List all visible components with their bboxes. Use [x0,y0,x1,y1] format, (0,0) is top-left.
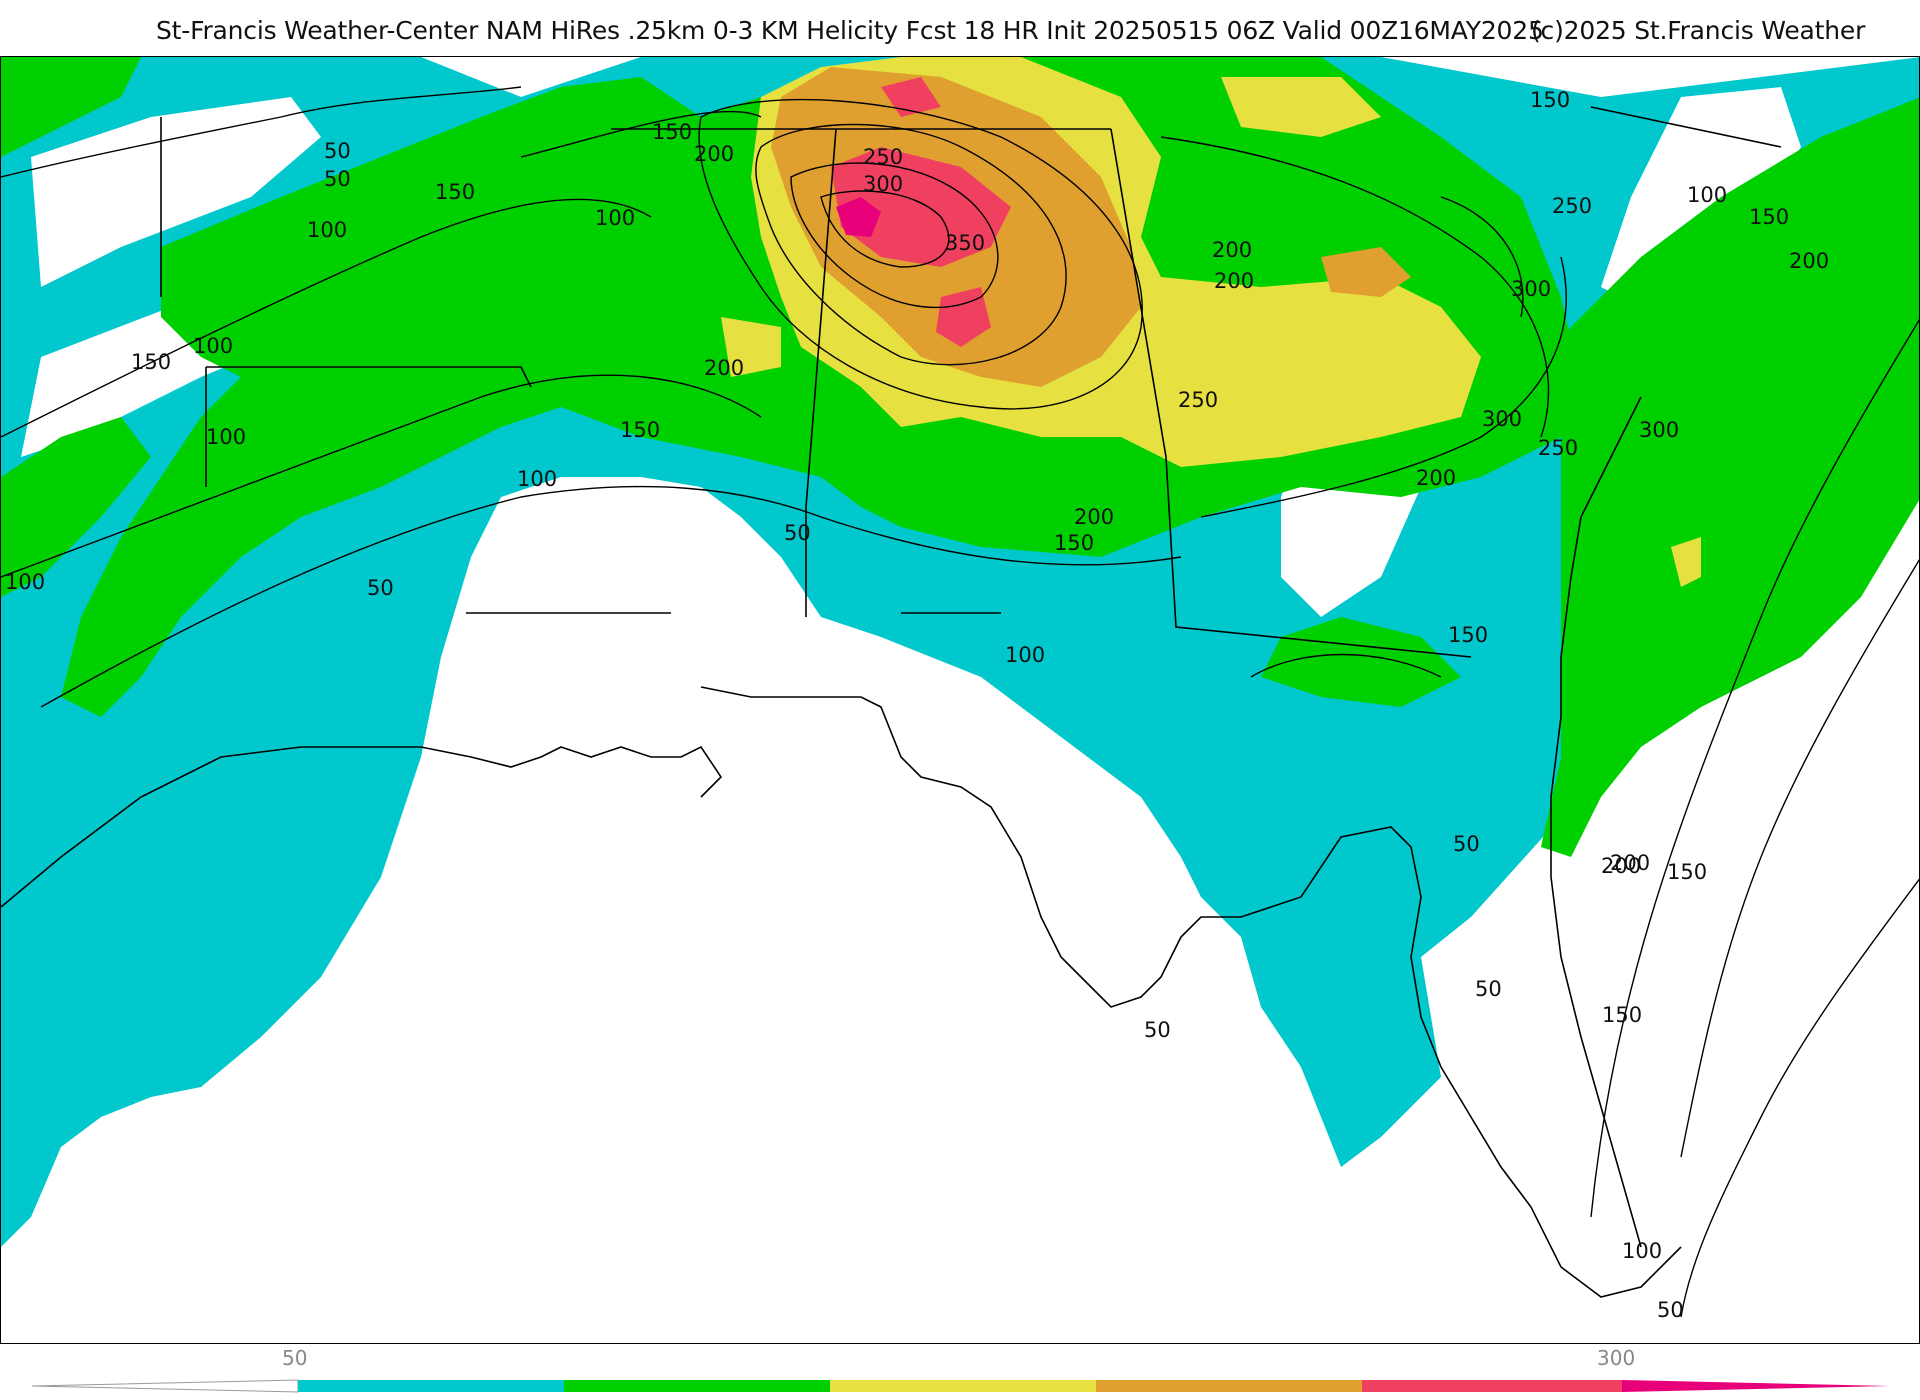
helicity-100-fill [1,57,1919,857]
helicity-300-fill [831,77,1011,347]
contour-label: 300 [1482,407,1522,431]
contour-label: 100 [595,206,635,230]
contour-label: 50 [367,576,394,600]
contour-label: 250 [1552,194,1592,218]
contour-label: 150 [131,350,171,374]
contour-label: 200 [1074,505,1114,529]
colorbar-label-low: 50 [282,1346,308,1370]
contour-label: 150 [652,120,692,144]
contour-label: 200 [1212,238,1252,262]
colorbar-segment-red [1362,1380,1622,1392]
contour-label: 100 [307,218,347,242]
contour-label: 200 [1416,466,1456,490]
colorbar-svg [31,1379,1890,1393]
contour-label: 100 [5,570,45,594]
contour-label: 300 [1639,418,1679,442]
state-borders [160,106,1782,658]
contour-label: 50 [324,167,351,191]
contour-label: 100 [1005,643,1045,667]
contour-label: 50 [1657,1298,1684,1322]
contour-label: 200 [704,356,744,380]
contour-label: 100 [193,334,233,358]
colorbar-segment-yellow [830,1380,1096,1392]
contour-label: 300 [1511,277,1551,301]
colorbar-segment-orange [1096,1380,1362,1392]
contour-label: 150 [620,418,660,442]
contour-label: 200 [694,142,734,166]
contour-label: 150 [1749,205,1789,229]
contour-label: 50 [1475,977,1502,1001]
contour-label: 50 [1453,832,1480,856]
coastline [1,396,1682,1298]
colorbar-segment-cyan [298,1380,564,1392]
helicity-350-fill [836,197,881,237]
contour-value-labels: 50 50 150 100 150 200 100 250 300 350 20… [5,88,1829,1322]
contour-label: 150 [1602,1003,1642,1027]
helicity-contours [1,86,1919,1318]
contour-label: 350 [945,231,985,255]
contour-label: 150 [1448,623,1488,647]
contour-label: 200 [1789,249,1829,273]
contour-label: 100 [1687,183,1727,207]
contour-label: 250 [863,145,903,169]
colorbar-label-high: 300 [1597,1346,1636,1370]
contour-label: 150 [435,180,475,204]
contour-label: 150 [1054,531,1094,555]
map-frame: 50 50 150 100 150 200 100 250 300 350 20… [0,56,1920,1344]
helicity-map: 50 50 150 100 150 200 100 250 300 350 20… [1,57,1919,1322]
copyright-label: (c)2025 St.Francis Weather [1531,16,1866,45]
colorbar-low-triangle [31,1379,299,1393]
contour-label: 200 [1601,854,1641,878]
contour-label: 150 [1530,88,1570,112]
contour-label: 150 [1667,860,1707,884]
colorbar-high-triangle [1622,1380,1890,1392]
contour-label: 250 [1538,436,1578,460]
contour-label: 200 [1214,269,1254,293]
contour-label: 50 [1144,1018,1171,1042]
title-bar: St-Francis Weather-Center NAM HiRes .25k… [0,0,1920,56]
map-title: St-Francis Weather-Center NAM HiRes .25k… [156,16,1544,45]
contour-label: 300 [863,172,903,196]
contour-label: 50 [324,139,351,163]
colorbar-segment-green [564,1380,830,1392]
contour-label: 50 [784,521,811,545]
contour-label: 100 [1622,1239,1662,1263]
contour-label: 100 [206,425,246,449]
contour-label: 100 [517,467,557,491]
color-scale-legend: 50 300 [0,1344,1920,1400]
contour-label: 250 [1178,388,1218,412]
contour-label: 200 [1610,851,1650,875]
